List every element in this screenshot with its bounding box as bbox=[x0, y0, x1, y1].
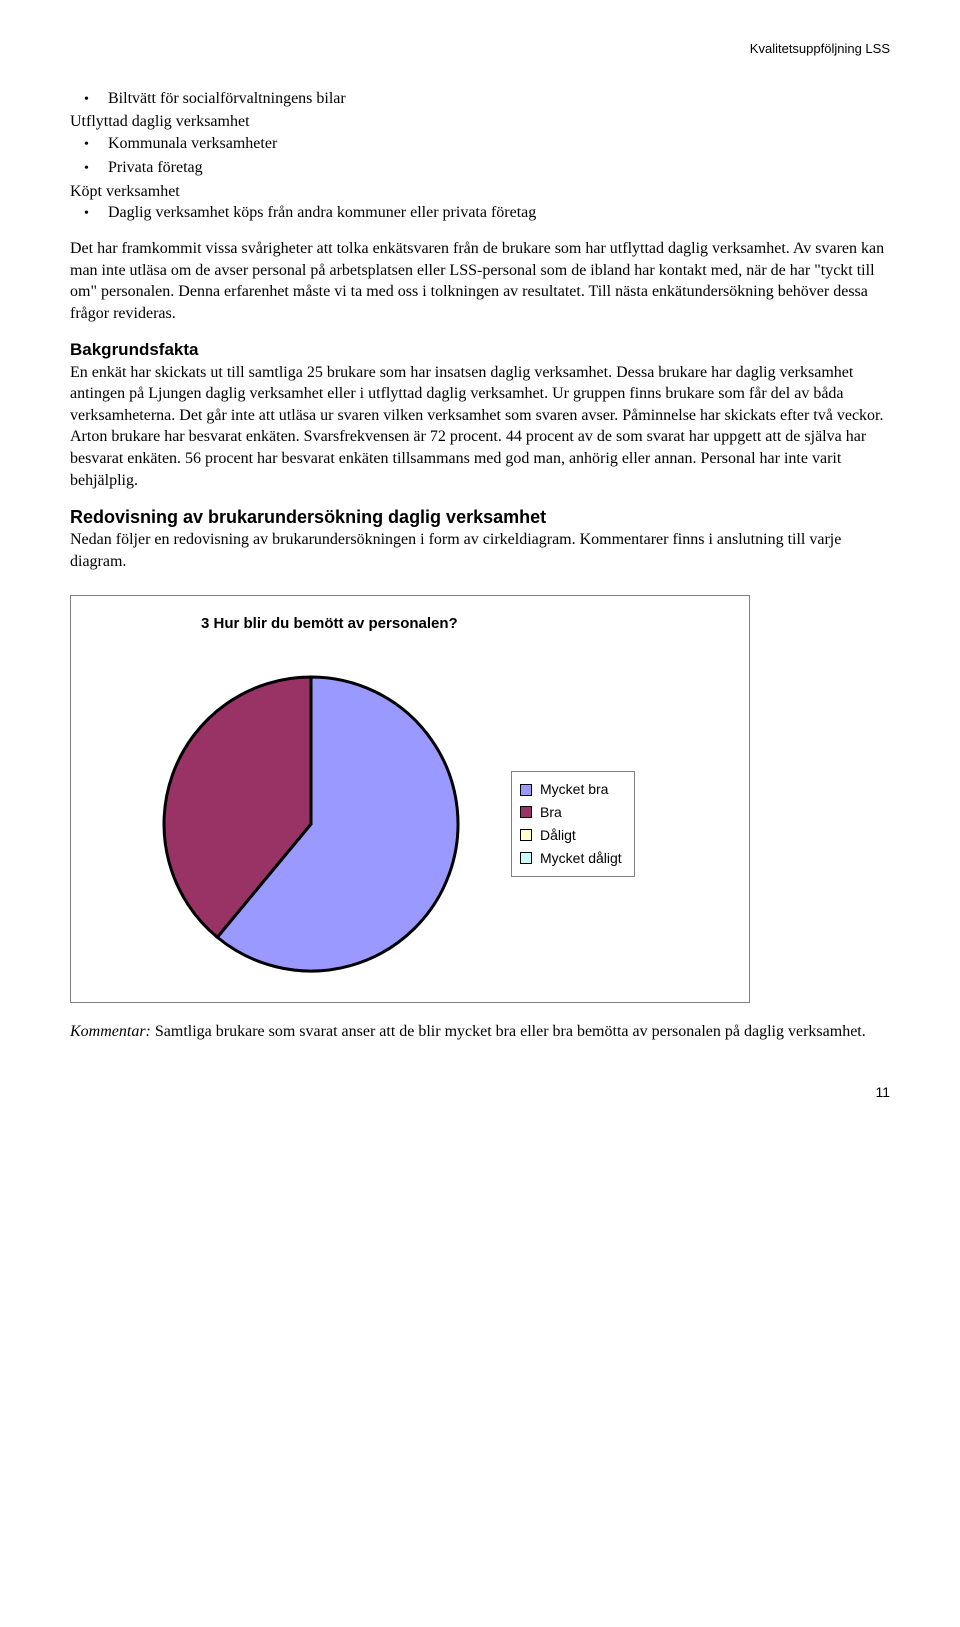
legend-row: Bra bbox=[520, 801, 622, 824]
legend-row: Dåligt bbox=[520, 824, 622, 847]
pie-wrap bbox=[161, 674, 461, 974]
page-number: 11 bbox=[70, 1083, 890, 1102]
chart-body: Mycket bra Bra Dåligt Mycket dåligt bbox=[91, 674, 729, 974]
bullet-list-utflyttad: Kommunala verksamheter Privata företag bbox=[70, 133, 890, 179]
legend-swatch bbox=[520, 784, 532, 796]
legend-label: Mycket bra bbox=[540, 780, 608, 799]
bullet-list-kopt: Daglig verksamhet köps från andra kommun… bbox=[70, 202, 890, 224]
paragraph-bakgrund: En enkät har skickats ut till samtliga 2… bbox=[70, 362, 890, 492]
subheading-utflyttad: Utflyttad daglig verksamhet bbox=[70, 111, 890, 133]
subheading-kopt: Köpt verksamhet bbox=[70, 181, 890, 203]
legend-swatch bbox=[520, 806, 532, 818]
legend-label: Mycket dåligt bbox=[540, 849, 622, 868]
legend-row: Mycket dåligt bbox=[520, 847, 622, 870]
legend-row: Mycket bra bbox=[520, 778, 622, 801]
pie-chart-container: 3 Hur blir du bemött av personalen? Myck… bbox=[70, 595, 750, 1003]
comment-text: Samtliga brukare som svarat anser att de… bbox=[151, 1023, 866, 1040]
running-header: Kvalitetsuppföljning LSS bbox=[70, 40, 890, 58]
chart-title: 3 Hur blir du bemött av personalen? bbox=[201, 614, 729, 634]
heading-redovisning: Redovisning av brukarundersökning daglig… bbox=[70, 505, 890, 529]
paragraph-redovisning: Nedan följer en redovisning av brukarund… bbox=[70, 529, 890, 572]
chart-comment: Kommentar: Samtliga brukare som svarat a… bbox=[70, 1021, 890, 1043]
pie-chart-svg bbox=[161, 674, 461, 974]
legend-label: Bra bbox=[540, 803, 562, 822]
legend-swatch bbox=[520, 829, 532, 841]
legend-swatch bbox=[520, 852, 532, 864]
legend-label: Dåligt bbox=[540, 826, 576, 845]
bullet-list-top: Biltvätt för socialförvaltningens bilar bbox=[70, 88, 890, 110]
list-item: Kommunala verksamheter bbox=[108, 133, 890, 155]
comment-label: Kommentar: bbox=[70, 1023, 151, 1040]
list-item: Biltvätt för socialförvaltningens bilar bbox=[108, 88, 890, 110]
list-item: Privata företag bbox=[108, 157, 890, 179]
list-item: Daglig verksamhet köps från andra kommun… bbox=[108, 202, 890, 224]
heading-bakgrund: Bakgrundsfakta bbox=[70, 339, 890, 362]
chart-legend: Mycket bra Bra Dåligt Mycket dåligt bbox=[511, 771, 635, 877]
paragraph-intro: Det har framkommit vissa svårigheter att… bbox=[70, 238, 890, 324]
